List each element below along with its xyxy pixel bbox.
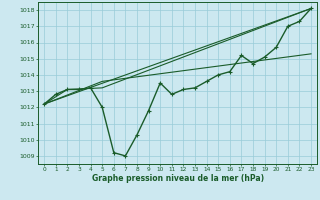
X-axis label: Graphe pression niveau de la mer (hPa): Graphe pression niveau de la mer (hPa) [92, 174, 264, 183]
